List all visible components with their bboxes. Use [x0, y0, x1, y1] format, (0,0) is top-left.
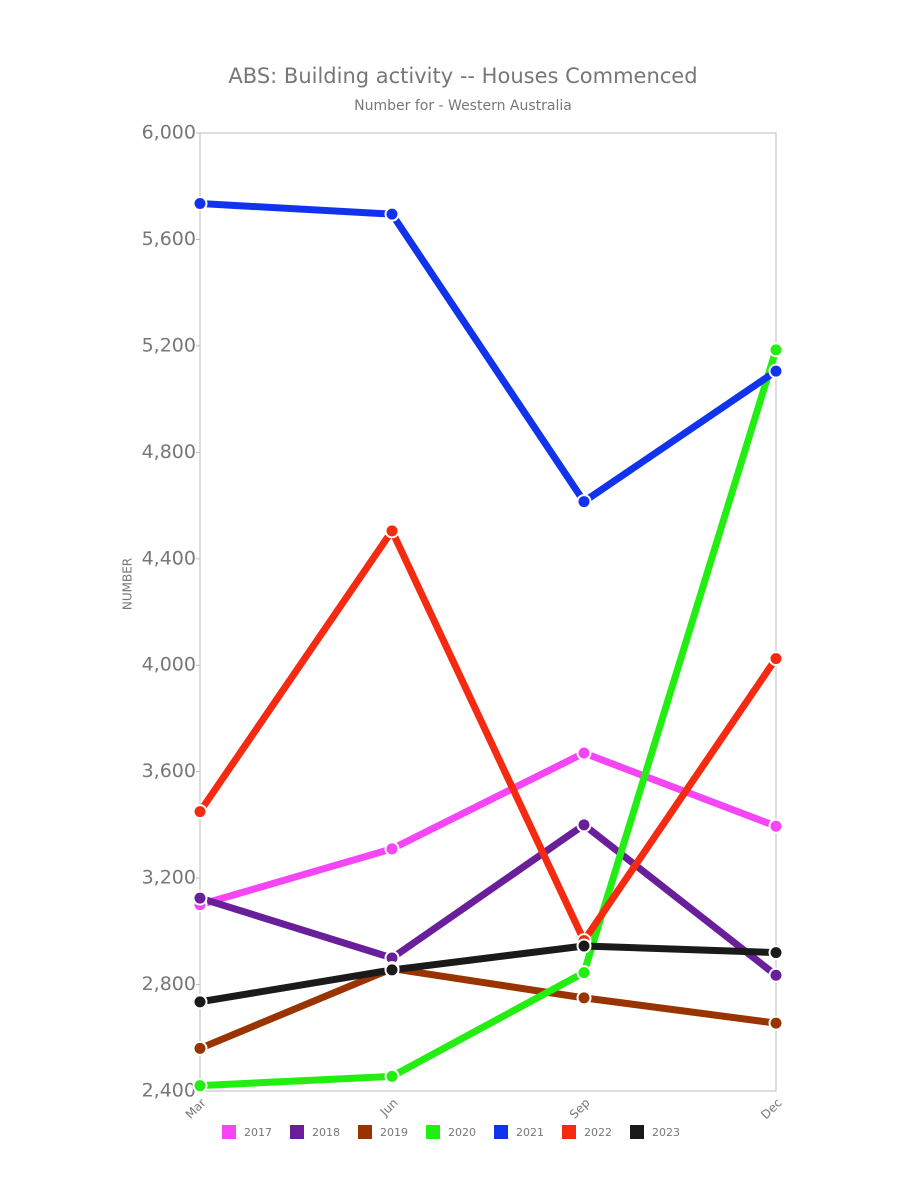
legend-label: 2019	[380, 1126, 408, 1139]
legend-label: 2023	[652, 1126, 680, 1139]
point	[576, 938, 592, 954]
point	[384, 841, 400, 857]
point	[768, 967, 784, 983]
point	[192, 1040, 208, 1056]
series-line	[198, 965, 777, 1052]
point	[384, 206, 400, 222]
point	[384, 1068, 400, 1084]
x-tick-label: Dec	[758, 1096, 784, 1122]
chart-subtitle: Number for - Western Australia	[354, 98, 572, 114]
point	[768, 651, 784, 667]
legend-swatch	[494, 1125, 508, 1139]
series-line	[197, 527, 779, 945]
point	[192, 196, 208, 212]
legend-swatch	[630, 1125, 644, 1139]
legend-label: 2022	[584, 1126, 612, 1139]
y-tick-label: 3,600	[142, 760, 196, 782]
point	[768, 342, 784, 358]
point	[384, 962, 400, 978]
legend-swatch	[290, 1125, 304, 1139]
series-line	[199, 348, 780, 1090]
y-tick-label: 4,800	[142, 441, 196, 463]
y-tick-label: 4,400	[142, 547, 196, 569]
plot-frame	[199, 132, 777, 1092]
point	[192, 804, 208, 820]
point	[768, 945, 784, 961]
legend-swatch	[562, 1125, 576, 1139]
y-tick-label: 4,000	[142, 654, 196, 676]
y-axis-label: NUMBER	[121, 558, 135, 610]
point	[768, 363, 784, 379]
legend-label: 2020	[448, 1126, 476, 1139]
series-line	[199, 200, 778, 506]
legend-swatch	[358, 1125, 372, 1139]
x-tick-label: Sep	[567, 1096, 593, 1122]
point	[192, 994, 208, 1010]
chart-title: ABS: Building activity -- Houses Commenc…	[228, 64, 697, 88]
point	[768, 1015, 784, 1031]
series-line	[199, 749, 778, 909]
series-line	[198, 821, 779, 978]
point	[768, 818, 784, 834]
point	[576, 817, 592, 833]
point	[576, 965, 592, 981]
y-tick-label: 3,200	[142, 867, 196, 889]
point	[192, 1078, 208, 1094]
series-line	[199, 942, 777, 1006]
y-tick-label: 2,400	[142, 1080, 196, 1102]
y-tick-label: 5,200	[142, 334, 196, 356]
point	[576, 745, 592, 761]
point	[192, 890, 208, 906]
y-tick-label: 2,800	[142, 973, 196, 995]
legend-swatch	[426, 1125, 440, 1139]
x-tick-label: Jun	[377, 1096, 401, 1120]
point	[384, 523, 400, 539]
legend-label: 2018	[312, 1126, 340, 1139]
legend-label: 2017	[244, 1126, 272, 1139]
legend-label: 2021	[516, 1126, 544, 1139]
y-tick-label: 5,600	[142, 228, 196, 250]
y-tick-label: 6,000	[142, 122, 196, 144]
point	[576, 494, 592, 510]
point	[576, 990, 592, 1006]
legend-swatch	[222, 1125, 236, 1139]
